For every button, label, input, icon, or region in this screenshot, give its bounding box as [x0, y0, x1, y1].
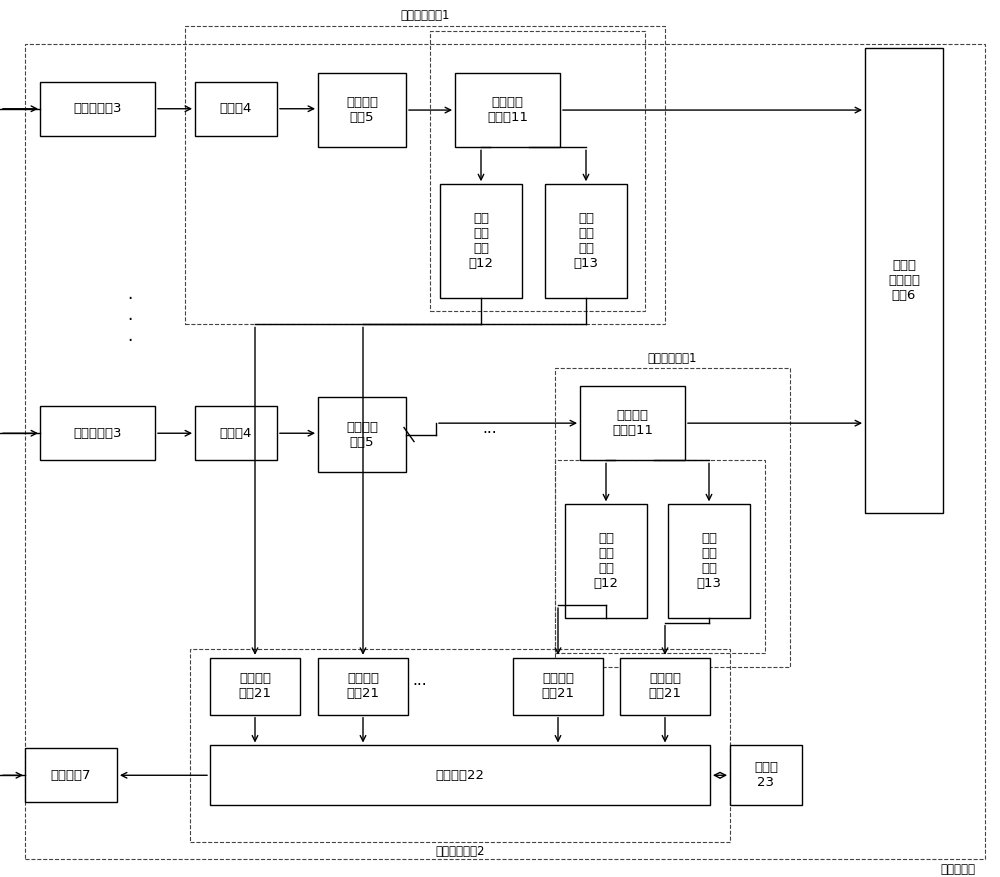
Bar	[730, 745, 802, 805]
Bar	[668, 504, 750, 618]
Bar	[185, 26, 665, 324]
Bar	[195, 406, 277, 460]
Text: 双向定向
耦合器11: 双向定向 耦合器11	[612, 410, 653, 437]
Bar	[513, 658, 603, 715]
Bar	[210, 745, 710, 805]
Bar	[430, 31, 645, 311]
Text: 反向
功率
传感
器13: 反向 功率 传感 器13	[697, 532, 722, 590]
Text: ···: ···	[413, 678, 427, 694]
Bar	[555, 460, 765, 653]
Bar	[545, 184, 627, 298]
Bar	[318, 658, 408, 715]
Text: 数字处理单元2: 数字处理单元2	[435, 845, 485, 859]
Bar	[620, 658, 710, 715]
Bar	[318, 73, 406, 147]
Text: 功率放大器3: 功率放大器3	[73, 103, 122, 115]
Text: ···: ···	[483, 425, 497, 441]
Text: 滤波器4: 滤波器4	[220, 103, 252, 115]
Text: 模数转换
模块21: 模数转换 模块21	[347, 673, 380, 700]
Text: 反向
功率
传感
器13: 反向 功率 传感 器13	[574, 212, 599, 270]
Text: 模数转换
模块21: 模数转换 模块21	[542, 673, 574, 700]
Bar	[210, 658, 300, 715]
Text: 滤波器4: 滤波器4	[220, 427, 252, 439]
Text: 模数转换
模块21: 模数转换 模块21	[648, 673, 682, 700]
Bar	[25, 748, 117, 802]
Bar	[40, 82, 155, 136]
Text: 功率放大器3: 功率放大器3	[73, 427, 122, 439]
Bar	[440, 184, 522, 298]
Text: 功率测量单元1: 功率测量单元1	[647, 352, 697, 365]
Bar	[190, 649, 730, 842]
Text: 双向定向
耦合器11: 双向定向 耦合器11	[487, 96, 528, 124]
Text: 多通道
射频发射
线圈6: 多通道 射频发射 线圈6	[888, 259, 920, 303]
Text: 发射接收
开关5: 发射接收 开关5	[346, 96, 378, 124]
Text: 发射接收
开关5: 发射接收 开关5	[346, 421, 378, 448]
Text: 控制谱仪7: 控制谱仪7	[51, 769, 91, 781]
Text: 功率测量单元1: 功率测量单元1	[400, 9, 450, 22]
Bar	[555, 368, 790, 667]
Text: 前向
功率
传感
器12: 前向 功率 传感 器12	[468, 212, 494, 270]
Bar	[580, 386, 685, 460]
Text: 模数转换
模块21: 模数转换 模块21	[239, 673, 272, 700]
Bar	[318, 397, 406, 472]
Text: 微处理器22: 微处理器22	[435, 769, 484, 781]
Text: 存储器
23: 存储器 23	[754, 761, 778, 789]
Bar	[195, 82, 277, 136]
Text: ·
·
·: · · ·	[127, 290, 133, 350]
Bar	[865, 48, 943, 513]
Text: 磁体屏蔽室: 磁体屏蔽室	[940, 863, 975, 876]
Bar	[40, 406, 155, 460]
Bar	[455, 73, 560, 147]
Bar	[565, 504, 647, 618]
Text: 前向
功率
传感
器12: 前向 功率 传感 器12	[594, 532, 618, 590]
